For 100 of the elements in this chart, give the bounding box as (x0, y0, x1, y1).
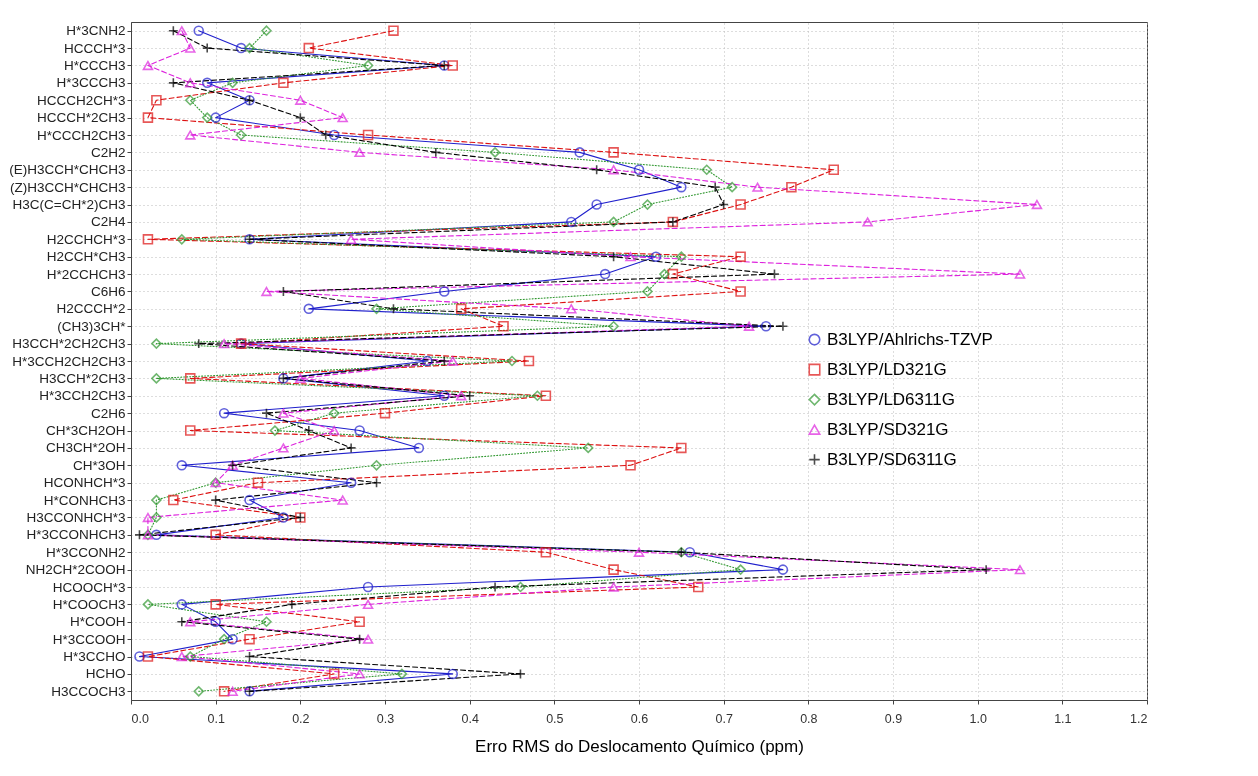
y-tick-label: H*CCCH3 (63, 57, 126, 73)
x-tick-label: 0.3 (376, 711, 395, 726)
point (777, 320, 789, 332)
point (176, 460, 188, 471)
point (447, 60, 459, 71)
legend-label: B3LYP/Ahlrichs-TZVP (827, 329, 993, 349)
point (295, 95, 306, 105)
point (777, 564, 789, 575)
point (151, 338, 162, 349)
point (278, 443, 289, 453)
point (142, 599, 154, 610)
point (743, 321, 755, 331)
point (862, 217, 873, 227)
point (252, 477, 264, 488)
point (210, 599, 221, 610)
y-tick-label: H*3CCHO (63, 649, 126, 665)
point (828, 164, 840, 176)
point (591, 199, 602, 210)
point (227, 77, 238, 89)
y-tick-label: H2CCCH*2 (56, 301, 126, 317)
point (515, 581, 526, 593)
y-tick-label: H2CCH*CH3 (46, 249, 126, 265)
y-tick-label: H3CCH*2CH2CH3 (12, 336, 126, 352)
x-tick-label: 0.1 (207, 711, 225, 726)
y-tick-label: H2CCHCH*3 (46, 231, 126, 247)
point (210, 529, 221, 541)
point (642, 199, 653, 210)
point (786, 181, 797, 193)
y-tick-label: H*3CCONH2 (45, 544, 126, 560)
point (362, 581, 374, 593)
x-axis-title: Erro RMS do Deslocamento Químico (ppm) (475, 737, 804, 756)
y-tick-label: H3C(C=CH*2)CH3 (12, 197, 126, 213)
y-tick-label: C2H4 (90, 214, 126, 230)
point (667, 268, 679, 280)
point (659, 268, 670, 280)
point (244, 494, 255, 506)
legend-label: B3LYP/LD6311G (827, 389, 955, 409)
point (218, 338, 230, 349)
point (168, 494, 179, 506)
point (455, 391, 467, 401)
x-tick-label: 0.4 (461, 711, 479, 726)
legend-label: B3LYP/LD321G (827, 359, 947, 379)
point (184, 130, 196, 140)
point (760, 320, 772, 332)
point (523, 355, 535, 367)
y-tick-label: H*3CCONHCH3 (26, 527, 126, 543)
y-tick-label: HCCCH*2CH3 (36, 110, 126, 126)
point (320, 129, 332, 141)
point (354, 616, 365, 628)
point (608, 582, 619, 592)
point (599, 268, 611, 280)
y-tick-label: H*CCCH2CH3 (36, 127, 126, 143)
point (506, 355, 518, 367)
point (184, 651, 196, 662)
point (684, 546, 696, 558)
y-tick-label: CH*3CH2OH (45, 423, 126, 439)
point (278, 77, 289, 89)
point (735, 251, 746, 262)
point (650, 251, 662, 262)
point (303, 303, 315, 315)
point (608, 216, 619, 228)
point (295, 373, 306, 384)
y-tick-label: H*3CNH2 (66, 23, 126, 39)
point (184, 617, 196, 627)
point (269, 425, 281, 436)
point (218, 407, 230, 419)
point (1014, 564, 1026, 575)
point (151, 373, 162, 384)
point (489, 147, 501, 158)
point (328, 425, 340, 436)
point (244, 633, 255, 645)
y-tick-label: H3CCONHCH*3 (26, 509, 126, 525)
y-tick-label: NH2CH*2COOH (25, 562, 126, 578)
y-tick-label: HCHO (85, 666, 126, 682)
point (676, 251, 687, 262)
point (396, 668, 408, 680)
point (201, 112, 213, 123)
point (709, 181, 721, 193)
point (151, 94, 162, 106)
point (201, 77, 213, 89)
y-tick-label: H3CCH*2CH3 (39, 370, 126, 386)
point (184, 78, 196, 88)
point (371, 460, 382, 471)
x-tick-label: 1.1 (1054, 711, 1072, 726)
y-tick-label: (E)H3CCH*CHCH3 (9, 162, 126, 178)
point (447, 668, 459, 680)
point (582, 442, 594, 454)
point (625, 252, 636, 262)
point (218, 633, 230, 645)
point (184, 373, 196, 384)
point (354, 147, 365, 158)
point (354, 669, 365, 679)
point (413, 442, 425, 454)
point (345, 442, 357, 454)
point (362, 599, 374, 610)
point (1014, 269, 1026, 279)
point (726, 181, 738, 193)
y-tick-label: H*3CCH2CH3 (39, 388, 126, 404)
point (371, 303, 382, 315)
point (608, 165, 619, 175)
